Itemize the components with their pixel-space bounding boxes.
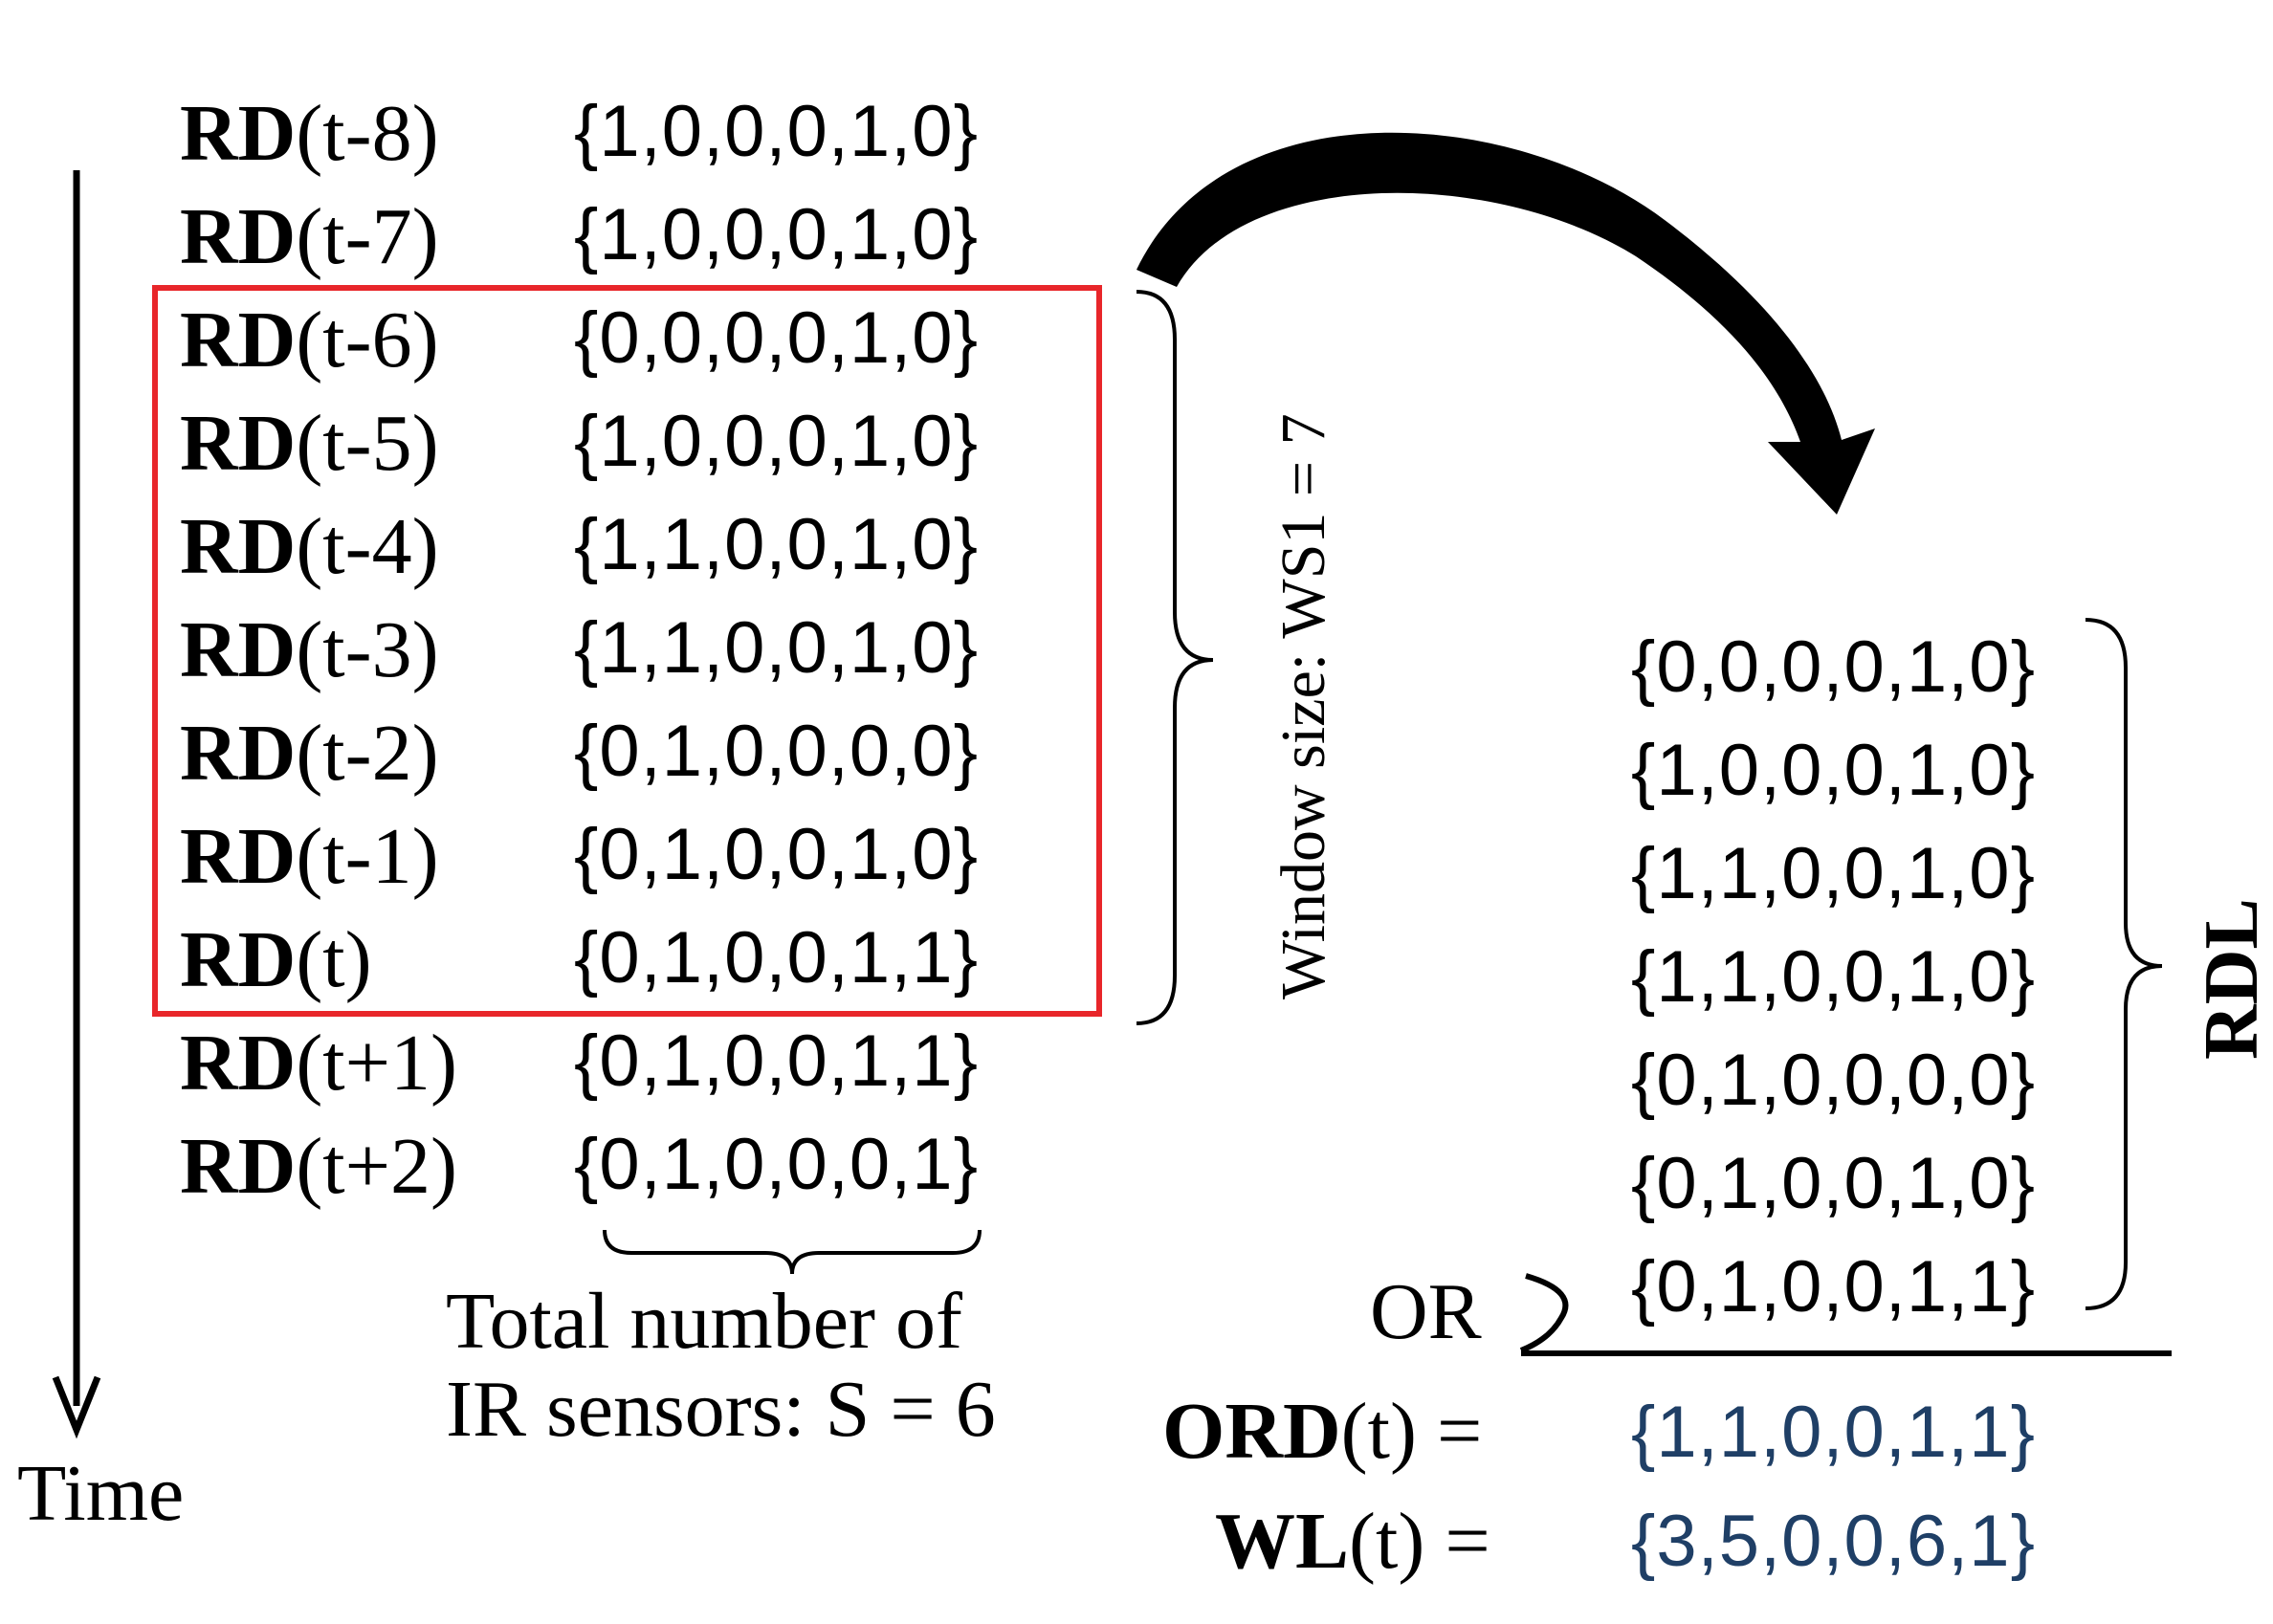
wl-label: WL(t) = bbox=[1215, 1497, 1490, 1586]
rd-vector-t-4: {1,1,0,0,1,0} bbox=[574, 504, 979, 585]
ord-vector: {1,1,0,0,1,1} bbox=[1631, 1392, 2036, 1473]
rdl-vector-1: {0,0,0,0,1,0} bbox=[1631, 626, 2036, 708]
wl-vector: {3,5,0,0,6,1} bbox=[1631, 1501, 2036, 1582]
window-brace bbox=[1136, 290, 1214, 1025]
rd-label-t-1: RD(t-1) bbox=[180, 812, 439, 901]
or-bracket bbox=[1519, 1273, 1569, 1353]
rdl-brace bbox=[2085, 618, 2163, 1310]
rd-vector-t+2: {0,1,0,0,0,1} bbox=[574, 1124, 979, 1205]
rd-label-t-5: RD(t-5) bbox=[180, 399, 439, 488]
rd-vector-t-1: {0,1,0,0,1,0} bbox=[574, 814, 979, 895]
rd-vector-t-6: {0,0,0,0,1,0} bbox=[574, 297, 979, 379]
window-box bbox=[152, 285, 1102, 1017]
rdl-vector-2: {1,0,0,0,1,0} bbox=[1631, 730, 2036, 811]
rd-vector-t-5: {1,0,0,0,1,0} bbox=[574, 401, 979, 482]
rd-vector-t-3: {1,1,0,0,1,0} bbox=[574, 607, 979, 689]
sensor-count-line1: Total number of bbox=[446, 1277, 962, 1366]
rd-label-t-3: RD(t-3) bbox=[180, 605, 439, 694]
rdl-vector-5: {0,1,0,0,0,0} bbox=[1631, 1040, 2036, 1121]
rd-vector-t-2: {0,1,0,0,0,0} bbox=[574, 711, 979, 792]
sensor-brace bbox=[603, 1229, 982, 1275]
rdl-label: RDL bbox=[2190, 898, 2273, 1060]
window-size-label: Window size: WS1 = 7 bbox=[1269, 413, 1338, 999]
rd-label-t-7: RD(t-7) bbox=[180, 192, 439, 281]
sensor-count-line2: IR sensors: S = 6 bbox=[446, 1365, 996, 1454]
or-label: OR bbox=[1370, 1267, 1482, 1356]
rd-label-t-4: RD(t-4) bbox=[180, 502, 439, 591]
ord-label: ORD(t) = bbox=[1162, 1387, 1483, 1476]
rd-label-t-6: RD(t-6) bbox=[180, 296, 439, 384]
rd-label-t+2: RD(t+2) bbox=[180, 1122, 457, 1211]
rd-vector-t-8: {1,0,0,0,1,0} bbox=[574, 91, 979, 172]
rd-label-t: RD(t) bbox=[180, 915, 372, 1004]
rd-vector-t-7: {1,0,0,0,1,0} bbox=[574, 194, 979, 275]
rd-label-t-8: RD(t-8) bbox=[180, 89, 439, 178]
rdl-vector-6: {0,1,0,0,1,0} bbox=[1631, 1143, 2036, 1224]
rd-vector-t: {0,1,0,0,1,1} bbox=[574, 917, 979, 999]
time-label: Time bbox=[17, 1449, 185, 1538]
rdl-vector-3: {1,1,0,0,1,0} bbox=[1631, 833, 2036, 914]
rd-label-t+1: RD(t+1) bbox=[180, 1019, 457, 1108]
rdl-vector-4: {1,1,0,0,1,0} bbox=[1631, 936, 2036, 1018]
rdl-vector-7: {0,1,0,0,1,1} bbox=[1631, 1246, 2036, 1328]
transfer-arrow bbox=[1136, 132, 1875, 516]
rd-vector-t+1: {0,1,0,0,1,1} bbox=[574, 1020, 979, 1102]
time-axis-arrow bbox=[52, 170, 101, 1439]
rd-label-t-2: RD(t-2) bbox=[180, 709, 439, 798]
